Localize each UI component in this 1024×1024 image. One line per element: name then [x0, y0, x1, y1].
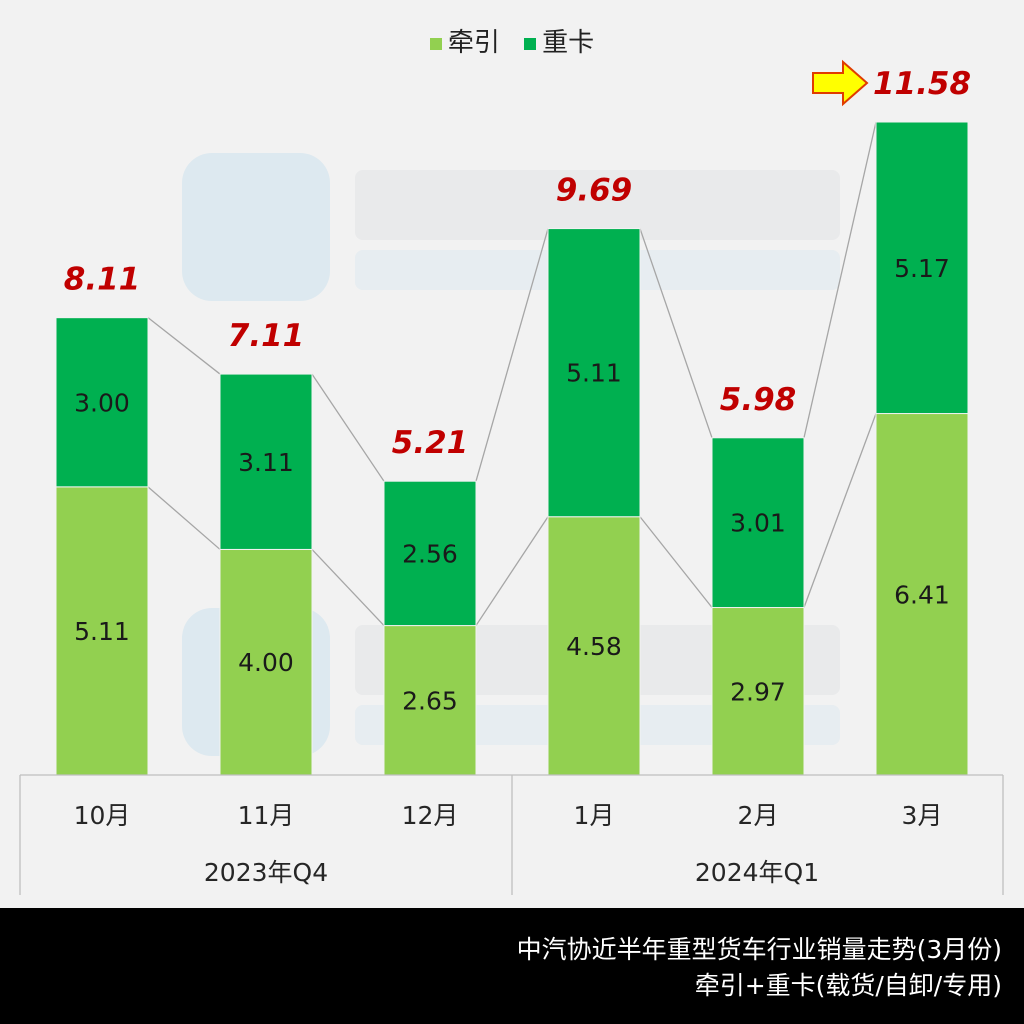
- category-tick-label: 3月: [902, 801, 943, 830]
- data-label: 4.58: [566, 632, 622, 661]
- category-tick-label: 10月: [74, 801, 131, 830]
- category-tick-label: 11月: [238, 801, 295, 830]
- data-label: 5.11: [74, 617, 130, 646]
- chart-subtitle: 牵引+重卡(载货/自卸/专用): [694, 971, 1002, 1000]
- bar-segment-heavy-truck: [547, 228, 641, 518]
- category-tick-label: 12月: [402, 801, 459, 830]
- footer-banner: 中汽协近半年重型货车行业销量走势(3月份) 牵引+重卡(载货/自卸/专用): [0, 908, 1024, 1024]
- connector-line: [311, 373, 385, 482]
- legend-label: 牵引: [447, 28, 500, 58]
- data-label: 2.56: [402, 539, 458, 568]
- connector-line: [475, 228, 549, 482]
- chart-title: 中汽协近半年重型货车行业销量走势(3月份): [516, 935, 1002, 964]
- data-label: 5.17: [894, 254, 950, 283]
- group-label: 2023年Q4: [204, 858, 328, 887]
- total-label: 11.58: [873, 66, 971, 102]
- bar-segment-tractor: [875, 413, 969, 776]
- watermark-logo-icon: [182, 153, 330, 301]
- bar-segment-tractor: [383, 625, 477, 776]
- data-label: 4.00: [238, 648, 294, 677]
- connector-line: [803, 121, 877, 438]
- connector-line: [639, 228, 713, 438]
- bar-segment-heavy-truck: [55, 317, 149, 488]
- bar-segment-heavy-truck: [383, 480, 477, 627]
- data-label: 2.97: [730, 677, 786, 706]
- legend: 牵引 重卡: [0, 22, 1024, 59]
- category-tick-label: 2月: [738, 801, 779, 830]
- connector-line: [475, 516, 549, 626]
- bar-segment-heavy-truck: [711, 437, 805, 609]
- legend-swatch: [524, 37, 537, 50]
- total-label: 9.69: [556, 173, 633, 209]
- category-tick-label: 1月: [574, 801, 615, 830]
- connector-line: [803, 413, 877, 608]
- data-label: 2.65: [402, 686, 458, 715]
- legend-item-tractor: 牵引: [429, 28, 500, 58]
- bar-segment-tractor: [219, 548, 313, 776]
- total-label: 7.11: [228, 318, 305, 354]
- legend-item-heavy-truck: 重卡: [524, 28, 594, 58]
- bar-segment-heavy-truck: [219, 373, 313, 550]
- connector-line: [147, 486, 221, 550]
- total-label: 5.98: [720, 382, 797, 418]
- total-label: 5.21: [392, 425, 469, 461]
- legend-label: 重卡: [542, 28, 595, 58]
- watermark-logo-icon: [355, 170, 840, 240]
- stacked-bar-chart: 5.11 3.00 8.11 10月 4.00 3.11 7.11 11月 2.65 2.56 5.…: [19, 59, 1004, 895]
- connector-line: [311, 548, 385, 627]
- total-label: 8.11: [64, 262, 141, 298]
- data-label: 3.01: [730, 509, 786, 538]
- legend-swatch: [429, 37, 442, 50]
- bar-segment-heavy-truck: [875, 121, 969, 415]
- group-label: 2024年Q1: [695, 858, 819, 887]
- data-label: 6.41: [894, 580, 950, 609]
- arrow-right-icon: [812, 59, 869, 107]
- data-label: 3.00: [74, 388, 130, 417]
- connector-line: [639, 516, 713, 608]
- connector-line: [147, 317, 221, 375]
- bar-segment-tractor: [711, 607, 805, 776]
- data-label: 5.11: [566, 359, 622, 388]
- data-label: 3.11: [238, 448, 294, 477]
